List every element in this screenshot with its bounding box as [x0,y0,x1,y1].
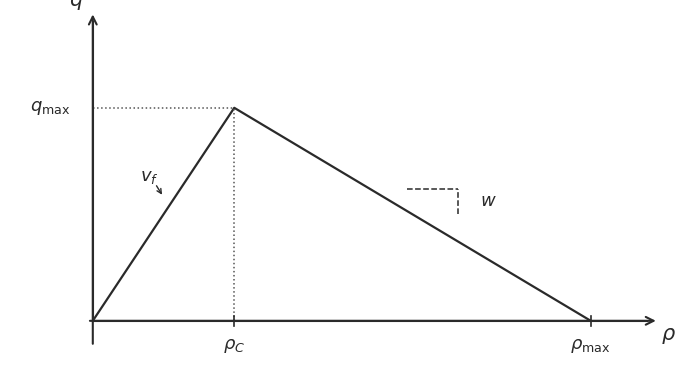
Text: $q$: $q$ [69,0,83,12]
Text: $\rho_C$: $\rho_C$ [223,337,245,355]
Text: $w$: $w$ [481,192,497,211]
Text: $q_{\rm max}$: $q_{\rm max}$ [30,99,70,117]
Text: $v_{f}$: $v_{f}$ [140,168,159,185]
Text: $\rho_{\rm max}$: $\rho_{\rm max}$ [570,337,611,355]
Text: $\rho$: $\rho$ [661,326,676,346]
